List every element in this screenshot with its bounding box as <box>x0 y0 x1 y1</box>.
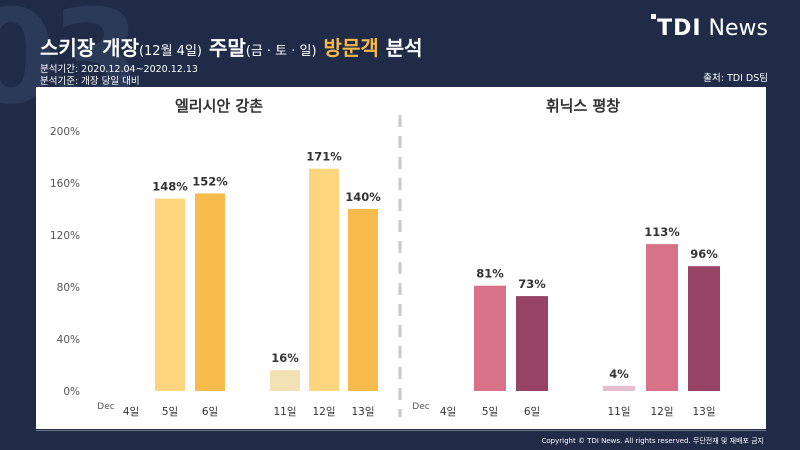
x-axis-label: Dec <box>412 402 429 412</box>
bar <box>155 198 185 391</box>
chart-title: 휘닉스 평창 <box>546 97 620 115</box>
x-tick-label: 12일 <box>650 405 673 418</box>
title-end: 분석 <box>378 36 423 60</box>
bar <box>309 168 339 391</box>
y-tick-label: 200% <box>50 126 80 138</box>
bar <box>516 296 548 391</box>
bar <box>603 385 635 391</box>
x-tick-label: 5일 <box>162 405 178 418</box>
source-label: 출처: TDI DS팀 <box>703 73 768 84</box>
x-tick-label: 6일 <box>202 405 218 418</box>
data-label: 140% <box>345 190 381 204</box>
data-label: 171% <box>306 150 342 164</box>
x-tick-label: 12일 <box>312 405 335 418</box>
title-paren: (12월 4일) <box>138 44 202 59</box>
data-label: 152% <box>192 174 228 188</box>
logo-brand: TDI <box>657 16 702 41</box>
chart-panel: 엘리시안 강촌 200% 160% 120% 80% 40% 0% Dec 4일 5일 148% 6일… <box>36 87 766 429</box>
title-highlight: 방문객 <box>316 36 379 60</box>
page-title: 스키장 개장(12월 4일) 주말(금 · 토 · 일) 방문객 분석 <box>40 32 423 61</box>
bar <box>474 285 506 391</box>
bar <box>646 244 678 391</box>
x-tick-label: 4일 <box>440 405 456 418</box>
data-label: 73% <box>518 277 546 291</box>
data-label: 113% <box>644 225 680 239</box>
bar <box>195 193 225 391</box>
y-tick-label: 0% <box>63 386 80 398</box>
analysis-period: 분석기간: 2020.12.04~2020.12.13 <box>40 64 198 75</box>
y-tick-label: 160% <box>50 178 80 190</box>
y-tick-label: 120% <box>50 230 80 242</box>
y-tick-label: 40% <box>57 334 80 346</box>
x-tick-label: 6일 <box>524 405 540 418</box>
x-tick-label: 13일 <box>351 405 374 418</box>
data-label: 16% <box>271 351 299 365</box>
x-tick-label: 11일 <box>607 405 630 418</box>
brand-logo: TDI News <box>651 14 768 41</box>
y-tick-label: 80% <box>57 282 80 294</box>
data-label: 96% <box>690 247 718 261</box>
x-tick-label: 13일 <box>692 405 715 418</box>
x-tick-label: 4일 <box>123 405 139 418</box>
logo-suffix: News <box>708 16 768 41</box>
bar <box>270 370 300 391</box>
bar <box>688 266 720 391</box>
bar <box>348 209 378 391</box>
title-mid: 주말 <box>201 36 246 60</box>
chart-canvas: 엘리시안 강촌 200% 160% 120% 80% 40% 0% Dec 4일 5일 148% 6일… <box>50 97 720 418</box>
footer-divider <box>36 430 766 431</box>
data-label: 4% <box>609 367 629 381</box>
data-label: 81% <box>476 267 504 281</box>
analysis-basis: 분석기준: 개장 당일 대비 <box>40 76 140 87</box>
copyright-text: Copyright © TDI News. All rights reserve… <box>541 437 764 445</box>
x-tick-label: 5일 <box>482 405 498 418</box>
x-tick-label: 11일 <box>273 405 296 418</box>
title-main: 스키장 개장 <box>40 36 139 60</box>
x-axis-label: Dec <box>97 402 114 412</box>
chart-title: 엘리시안 강촌 <box>175 97 263 115</box>
title-days: (금 · 토 · 일) <box>245 44 317 59</box>
logo-mark-icon <box>651 14 657 19</box>
data-label: 148% <box>152 180 188 194</box>
